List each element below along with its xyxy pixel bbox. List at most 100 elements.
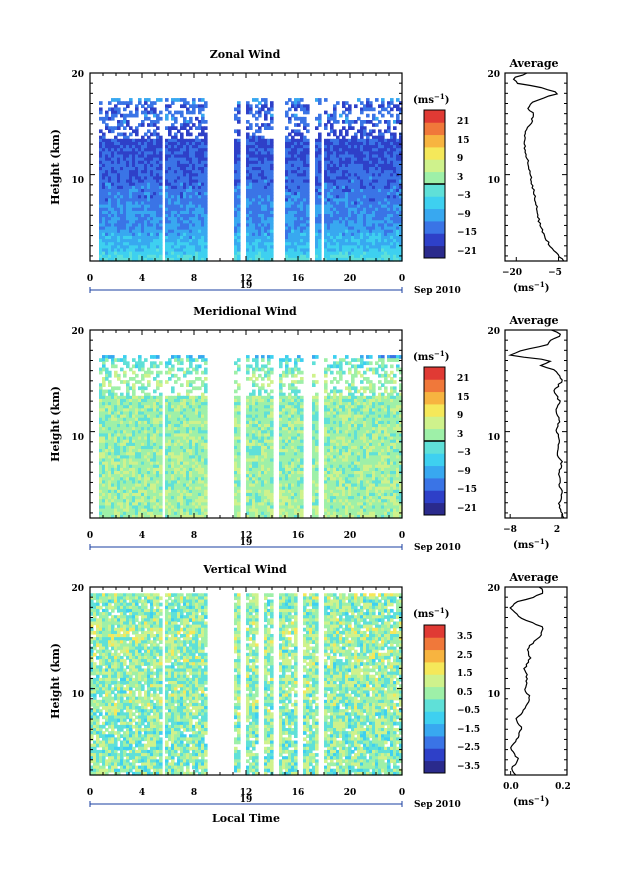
- zonal-cell: [204, 104, 208, 108]
- zonal-cell: [354, 104, 358, 108]
- zonal-xtick: 20: [344, 274, 357, 284]
- zonal-cell: [345, 133, 349, 137]
- zonal-cell: [270, 107, 274, 111]
- zonal-cbar-tick: 9: [457, 154, 463, 164]
- meridional-cell: [147, 383, 151, 387]
- zonal-cell: [288, 120, 292, 124]
- zonal-cell: [165, 117, 169, 121]
- zonal-cell: [306, 129, 310, 133]
- meridional-cell: [159, 371, 163, 375]
- zonal-colorbar-step: [424, 196, 445, 209]
- zonal-xtick: 4: [139, 274, 145, 284]
- zonal-colorbar-step: [424, 159, 445, 172]
- zonal-cell: [336, 120, 340, 124]
- zonal-colorbar-step: [424, 246, 445, 259]
- meridional-title: Meridional Wind: [193, 305, 297, 318]
- meridional-cell: [144, 358, 148, 362]
- zonal-cell: [99, 101, 103, 105]
- zonal-colorbar-unit: (ms−1): [413, 92, 449, 106]
- zonal-cell: [372, 129, 376, 133]
- zonal-cell: [285, 126, 289, 130]
- zonal-colorbar-step: [424, 184, 445, 197]
- zonal-ytick-20: 20: [71, 70, 84, 80]
- meridional-cell: [123, 374, 127, 378]
- zonal-cell: [99, 111, 103, 115]
- zonal-cell: [174, 120, 178, 124]
- meridional-cell: [156, 355, 160, 359]
- zonal-cell: [159, 98, 163, 102]
- zonal-xtick: 0: [87, 274, 93, 284]
- zonal-cell: [381, 114, 385, 118]
- zonal-colorbar-ticklabels: 21 15 9 3 −3 −9 −15 −21: [457, 117, 477, 257]
- zonal-profile-xtick: −5: [548, 268, 562, 278]
- meridional-cell: [135, 374, 139, 378]
- zonal-cbar-tick: 3: [457, 173, 463, 183]
- zonal-cell: [135, 133, 139, 137]
- zonal-cell: [390, 114, 394, 118]
- zonal-xtick: 8: [191, 274, 197, 284]
- zonal-colorbar-step: [424, 147, 445, 160]
- zonal-cell: [372, 107, 376, 111]
- meridional-cell: [114, 364, 118, 368]
- zonal-colorbar-step: [424, 233, 445, 246]
- zonal-cell: [156, 126, 160, 130]
- zonal-xtick: 0: [399, 274, 405, 284]
- zonal-cbar-tick: 15: [457, 136, 470, 146]
- zonal-cell: [378, 120, 382, 124]
- zonal-cbar-tick: −15: [457, 228, 477, 238]
- meridional-cell: [117, 386, 121, 390]
- zonal-profile-ytick-10: 10: [487, 176, 500, 186]
- meridional-cell: [177, 377, 181, 381]
- zonal-ylabel: Height (km): [49, 129, 62, 205]
- zonal-colorbar-step: [424, 122, 445, 135]
- meridional-cell: [150, 371, 154, 375]
- zonal-cell: [300, 98, 304, 102]
- zonal-cell: [159, 117, 163, 121]
- meridional-cell: [102, 383, 106, 387]
- zonal-cell: [237, 120, 241, 124]
- zonal-cell: [318, 101, 322, 105]
- zonal-cell: [165, 98, 169, 102]
- zonal-colorbar-step: [424, 221, 445, 234]
- zonal-cell: [366, 114, 370, 118]
- zonal-cell: [249, 126, 253, 130]
- zonal-cell: [129, 101, 133, 105]
- zonal-heatmap: [99, 98, 403, 262]
- meridional-panel: Meridional Wind 20 10 Height (km) 0 4 8 …: [49, 305, 567, 553]
- zonal-cell: [348, 111, 352, 115]
- zonal-cell: [258, 129, 262, 133]
- zonal-cell: [324, 98, 328, 102]
- meridional-heatmap: [99, 355, 403, 519]
- zonal-cbar-tick: −3: [457, 191, 471, 201]
- zonal-cell: [141, 123, 145, 127]
- zonal-panel: Zonal Wind 20 10 Height (km) 0 4 8 12 16…: [49, 48, 567, 296]
- zonal-ytick-10: 10: [71, 176, 84, 186]
- zonal-cbar-tick: 21: [457, 117, 470, 127]
- zonal-cell: [336, 101, 340, 105]
- zonal-cbar-tick: −21: [457, 247, 477, 257]
- zonal-cell: [237, 111, 241, 115]
- zonal-cbar-tick: −9: [457, 210, 471, 220]
- zonal-cell: [159, 111, 163, 115]
- zonal-cell: [318, 123, 322, 127]
- zonal-profile: [505, 73, 567, 261]
- meridional-cell: [159, 383, 163, 387]
- zonal-colorbar-step: [424, 110, 445, 123]
- meridional-cell: [171, 368, 175, 372]
- zonal-cell: [324, 126, 328, 130]
- zonal-profile-ytick-20: 20: [487, 70, 500, 80]
- zonal-cell: [393, 126, 397, 130]
- zonal-cell: [351, 126, 355, 130]
- zonal-cell: [375, 98, 379, 102]
- zonal-colorbar-step: [424, 172, 445, 185]
- zonal-profile-xtick: −20: [502, 268, 522, 278]
- zonal-cell: [306, 111, 310, 115]
- zonal-colorbar: [424, 110, 445, 258]
- zonal-colorbar-step: [424, 135, 445, 148]
- zonal-cell: [270, 120, 274, 124]
- zonal-cell: [237, 133, 241, 137]
- zonal-date-label: Sep 2010: [414, 286, 461, 296]
- zonal-profile-xlabel: (ms−1): [513, 280, 549, 294]
- meridional-cell: [171, 390, 175, 394]
- zonal-date-tick: 19: [240, 281, 253, 291]
